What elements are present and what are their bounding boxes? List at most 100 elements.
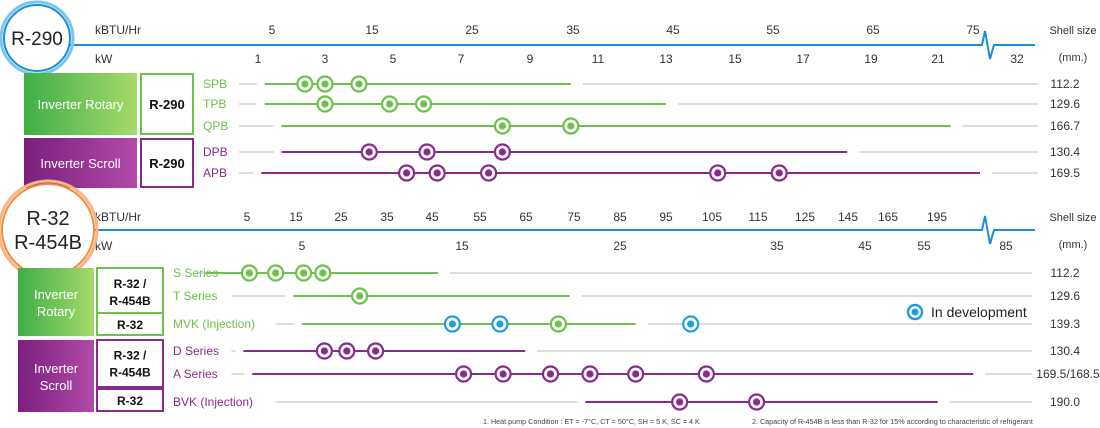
- model-point-core: [319, 269, 327, 277]
- refrigerant-tag-label: R-32: [117, 394, 143, 408]
- series-label: A Series: [173, 367, 218, 381]
- badge-1: [1, 183, 95, 277]
- axis-top-tick-label: 15: [365, 23, 379, 37]
- axis-bottom-unit-0: kW: [95, 52, 113, 66]
- axis-top-tick-label: 35: [566, 23, 580, 37]
- badge-0: [3, 4, 71, 72]
- shell-size-unit: (mm.): [1059, 52, 1088, 64]
- axis-bottom-tick-label: 45: [858, 239, 872, 253]
- series-label: S Series: [173, 266, 218, 280]
- model-point-core: [420, 100, 428, 108]
- axis-top-tick-label: 195: [927, 210, 947, 224]
- model-point-core: [372, 347, 380, 355]
- model-point-core: [301, 80, 309, 88]
- axis-bottom-tick-label: 17: [796, 52, 810, 66]
- shell-size-value: 130.4: [1050, 344, 1080, 358]
- category-label: Inverter: [34, 287, 79, 302]
- axis-top-tick-label: 125: [795, 210, 815, 224]
- badge-refrigerant-label: R-32: [26, 208, 69, 230]
- footnote-1: 1. Heat pump Condition : ET = -7°C, CT =…: [483, 417, 700, 426]
- axis-bottom-tick-label: 9: [527, 52, 534, 66]
- model-point-core: [365, 148, 373, 156]
- shell-size-value: 129.6: [1050, 97, 1080, 111]
- model-point-core: [321, 80, 329, 88]
- refrigerant-tag-label: R-290: [149, 97, 184, 112]
- axis-bottom-tick-label: 32: [1010, 52, 1024, 66]
- category-block-1: [18, 340, 94, 412]
- axis-top-tick-label: 145: [838, 210, 858, 224]
- axis-bottom-tick-label: 15: [455, 239, 469, 253]
- axis-bottom-tick-label: 15: [728, 52, 742, 66]
- legend-label: In development: [931, 304, 1027, 320]
- axis-top-tick-label: 5: [269, 23, 276, 37]
- category-block-1: [24, 138, 137, 188]
- axis-top-tick-label: 95: [659, 210, 673, 224]
- model-point-core: [554, 320, 562, 328]
- axis-top-tick-label: 55: [473, 210, 487, 224]
- legend-dev-marker-core: [911, 308, 919, 316]
- model-point-core: [355, 80, 363, 88]
- model-point-core: [459, 370, 468, 378]
- refrigerant-tag-label: R-454B: [109, 366, 151, 380]
- footnote-2: 2. Capacity of R-454B is less than R-32 …: [752, 417, 1033, 426]
- model-point-core: [386, 100, 394, 108]
- axis-top-unit-1: kBTU/Hr: [95, 210, 141, 224]
- model-point-core: [403, 169, 411, 177]
- series-label: SPB: [203, 77, 227, 91]
- axis-bottom-unit-1: kW: [95, 239, 113, 253]
- refrigerant-tag-label: R-454B: [109, 294, 151, 308]
- series-label: BVK (Injection): [173, 395, 253, 409]
- shell-size-value: 130.4: [1050, 145, 1080, 159]
- model-point-core: [499, 370, 507, 378]
- axis-top-tick-label: 5: [244, 210, 251, 224]
- shell-size-header: Shell size: [1049, 25, 1096, 37]
- model-point-core: [272, 269, 280, 277]
- model-point-core: [300, 269, 308, 277]
- category-block-0: [24, 73, 137, 135]
- series-label: TPB: [203, 97, 226, 111]
- category-block-0: [18, 268, 94, 336]
- model-point-core: [632, 370, 640, 378]
- series-label: APB: [203, 166, 227, 180]
- badge-refrigerant-label: R-290: [11, 29, 63, 50]
- shell-size-header: Shell size: [1049, 212, 1096, 224]
- axis-bottom-tick-label: 3: [322, 52, 329, 66]
- axis-top-tick-label: 115: [748, 210, 767, 224]
- series-label: DPB: [203, 145, 228, 159]
- refrigerant-tag-box: [140, 138, 194, 188]
- axis-bottom-tick-label: 25: [613, 239, 627, 253]
- axis-bottom-tick-label: 85: [999, 239, 1013, 253]
- model-point-core: [343, 347, 351, 355]
- shell-size-value: 166.7: [1050, 119, 1080, 133]
- refrigerant-tag-box: [96, 388, 164, 412]
- refrigerant-tag-box: [96, 339, 164, 388]
- model-point-core: [485, 169, 493, 177]
- model-point-core: [320, 347, 328, 355]
- model-point-core: [752, 398, 761, 406]
- axis-bottom-tick-label: 1: [255, 52, 262, 66]
- shell-size-value: 169.5/168.5: [1036, 367, 1100, 381]
- model-point-core: [567, 122, 575, 130]
- axis-line-1: [70, 215, 1035, 245]
- model-point-core: [775, 169, 783, 177]
- axis-bottom-tick-label: 21: [931, 52, 945, 66]
- model-point-core: [676, 398, 684, 406]
- axis-top-tick-label: 15: [289, 210, 303, 224]
- model-point-core: [423, 148, 431, 156]
- axis-bottom-tick-label: 19: [864, 52, 878, 66]
- axis-top-tick-label: 105: [702, 210, 722, 224]
- refrigerant-tag-box: [96, 312, 164, 336]
- model-point-core: [714, 169, 722, 177]
- model-point-core: [433, 169, 441, 177]
- category-label: Rotary: [37, 304, 76, 319]
- category-label: Inverter Rotary: [38, 97, 124, 112]
- axis-top-tick-label: 165: [878, 210, 898, 224]
- model-point-core: [702, 370, 710, 378]
- model-point-core: [498, 148, 506, 156]
- badge-refrigerant-label: R-454B: [14, 232, 82, 254]
- shell-size-value: 190.0: [1050, 395, 1080, 409]
- model-point-core: [687, 320, 695, 328]
- shell-size-unit: (mm.): [1059, 239, 1088, 251]
- axis-top-tick-label: 25: [465, 23, 479, 37]
- axis-top-tick-label: 35: [380, 210, 394, 224]
